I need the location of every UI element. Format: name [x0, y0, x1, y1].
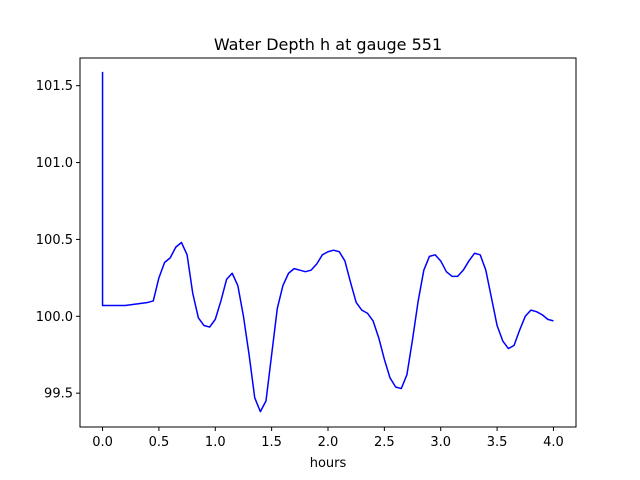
x-tick-label: 0.0 [92, 435, 113, 450]
plot-frame [79, 57, 577, 428]
x-tick-label: 0.5 [149, 435, 170, 450]
x-tick-label: 3.5 [487, 435, 508, 450]
y-tick-label: 100.0 [36, 310, 73, 325]
x-tick-label: 3.0 [430, 435, 451, 450]
y-tick-label: 101.0 [36, 156, 73, 171]
y-tick-label: 100.5 [36, 233, 73, 248]
y-tick-label: 101.5 [36, 79, 73, 94]
x-tick-label: 2.0 [318, 435, 339, 450]
x-axis-label: hours [310, 456, 347, 471]
x-tick-label: 1.0 [205, 435, 226, 450]
x-tick-label: 1.5 [261, 435, 282, 450]
series-layer [101, 71, 554, 413]
x-tick-label: 2.5 [374, 435, 395, 450]
chart-title: Water Depth h at gauge 551 [214, 35, 442, 54]
series-line-0 [101, 71, 554, 413]
y-tick-label: 99.5 [44, 387, 73, 402]
x-tick-label: 4.0 [543, 435, 564, 450]
axis-ticks: 0.0 0.5 1.0 1.5 2.0 2.5 3.0 3.5 4.0 99.5 100.0 100.… [36, 79, 564, 450]
